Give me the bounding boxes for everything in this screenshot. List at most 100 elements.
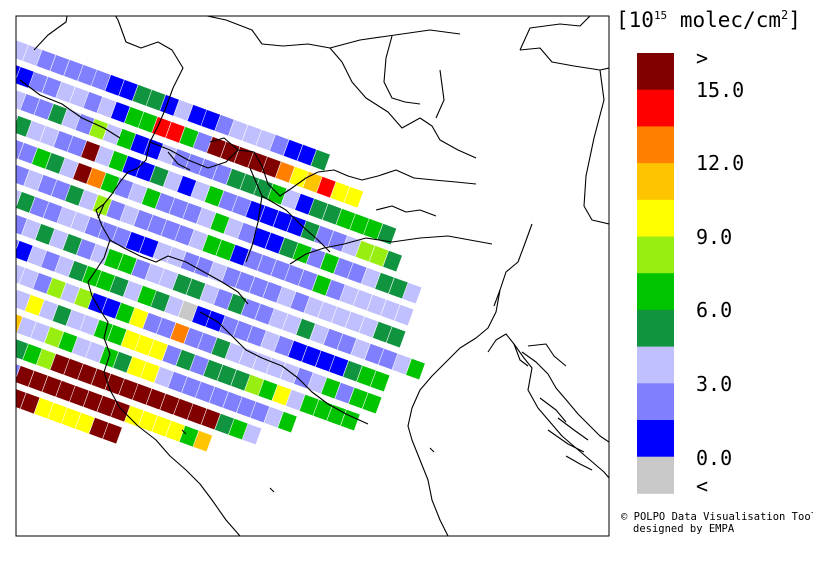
swath-pixel [394, 304, 414, 326]
swath-pixel [150, 290, 170, 312]
swath-pixel [118, 378, 138, 400]
swath-pixel [91, 368, 111, 390]
swath-pixel [118, 79, 138, 101]
swath-pixel [26, 120, 46, 142]
legend-tick-label: 0.0 [696, 446, 733, 470]
swath-pixel [50, 353, 70, 375]
swath-pixel [340, 409, 360, 431]
swath-pixel [364, 343, 384, 365]
swath-pixel [138, 410, 158, 432]
swath-pixel [0, 133, 10, 154]
swath-pixel [320, 252, 340, 274]
swath-pixel [35, 223, 55, 245]
swath-pixel [275, 161, 295, 183]
swath-pixel [0, 35, 14, 56]
swath-pixel [392, 353, 412, 375]
swath-pixel [372, 321, 392, 343]
swath-pixel [0, 356, 6, 377]
swath-pixel [70, 211, 90, 233]
swath-pixel [250, 401, 270, 423]
swath-pixel [16, 40, 29, 61]
swath-pixel [24, 169, 43, 191]
swath-pixel [21, 218, 41, 240]
swath-pixel [351, 338, 370, 360]
swath-pixel [215, 413, 234, 435]
swath-pixel [260, 330, 280, 352]
swath-pixel [301, 345, 321, 367]
swath-pixel [190, 180, 210, 202]
swath-pixel [110, 101, 130, 123]
swath-pixel [221, 266, 241, 288]
swath-pixel [154, 366, 174, 388]
swath-pixel [299, 394, 319, 416]
swath-pixel [249, 276, 269, 298]
swath-pixel [75, 113, 95, 135]
swath-pixel [64, 59, 83, 81]
swath-pixel [345, 311, 365, 333]
swath-pixel [146, 388, 166, 410]
swath-pixel [367, 294, 386, 316]
swath-pixel [147, 214, 167, 236]
swath-pixel [121, 329, 141, 351]
swath-pixel [16, 314, 23, 333]
swath-pixel [62, 233, 82, 255]
swath-pixel [60, 282, 80, 304]
swath-pixel [181, 376, 201, 398]
swath-pixel [336, 208, 356, 230]
swath-pixel [120, 204, 139, 226]
swath-pixel [187, 104, 207, 126]
swath-pixel [36, 50, 56, 71]
swath-pixel [163, 170, 183, 192]
swath-pixel [252, 352, 272, 374]
swath-pixel [312, 274, 332, 296]
swath-pixel [0, 307, 9, 328]
swath-pixel [288, 340, 308, 362]
swath-pixel [177, 175, 197, 197]
swath-pixel [53, 130, 73, 152]
swath-pixel [228, 119, 248, 141]
swath-pixel [204, 185, 224, 207]
swath-pixel [0, 106, 4, 127]
swath-pixel [59, 157, 79, 179]
legend-tick-label: 3.0 [696, 372, 733, 396]
swath-pixel [298, 269, 318, 291]
swath-pixel [54, 255, 74, 277]
swath-pixel [178, 300, 198, 322]
swath-pixel [16, 115, 32, 137]
swath-pixel [33, 272, 53, 294]
swath-pixel [386, 326, 406, 348]
swath-pixel [155, 192, 175, 214]
swath-pixel [306, 247, 326, 269]
swath-pixel [34, 98, 54, 120]
swath-pixel [0, 155, 2, 176]
swath-pixel [117, 253, 137, 275]
swath-pixel [331, 306, 351, 328]
swath-pixel [16, 67, 34, 88]
swath-pixel [226, 168, 246, 190]
swath-pixel [16, 389, 26, 409]
coastlines-and-borders [19, 16, 609, 536]
swath-pixel [139, 236, 159, 258]
swath-pixel [239, 347, 258, 369]
swath-pixel [277, 411, 297, 433]
swath-pixel [161, 219, 181, 241]
swath-pixel [160, 393, 180, 415]
swath-pixel [179, 425, 199, 447]
swath-pixel [169, 197, 189, 219]
swath-pixel [97, 395, 117, 417]
swath-pixel [317, 301, 337, 323]
swath-pixel [257, 254, 277, 276]
swath-pixel [78, 189, 98, 211]
swath-pixel [61, 407, 81, 429]
swath-pixel [356, 365, 376, 387]
swath-pixel [165, 121, 185, 143]
swath-pixel [138, 111, 158, 133]
swath-pixel [383, 250, 402, 272]
swath-pixel [16, 289, 17, 292]
swath-pixel [201, 109, 221, 131]
swath-pixel [152, 415, 172, 437]
swath-pixel [124, 106, 144, 128]
swath-pixel [93, 319, 113, 341]
swath-pixel [77, 363, 97, 385]
swath-pixel [193, 430, 213, 452]
